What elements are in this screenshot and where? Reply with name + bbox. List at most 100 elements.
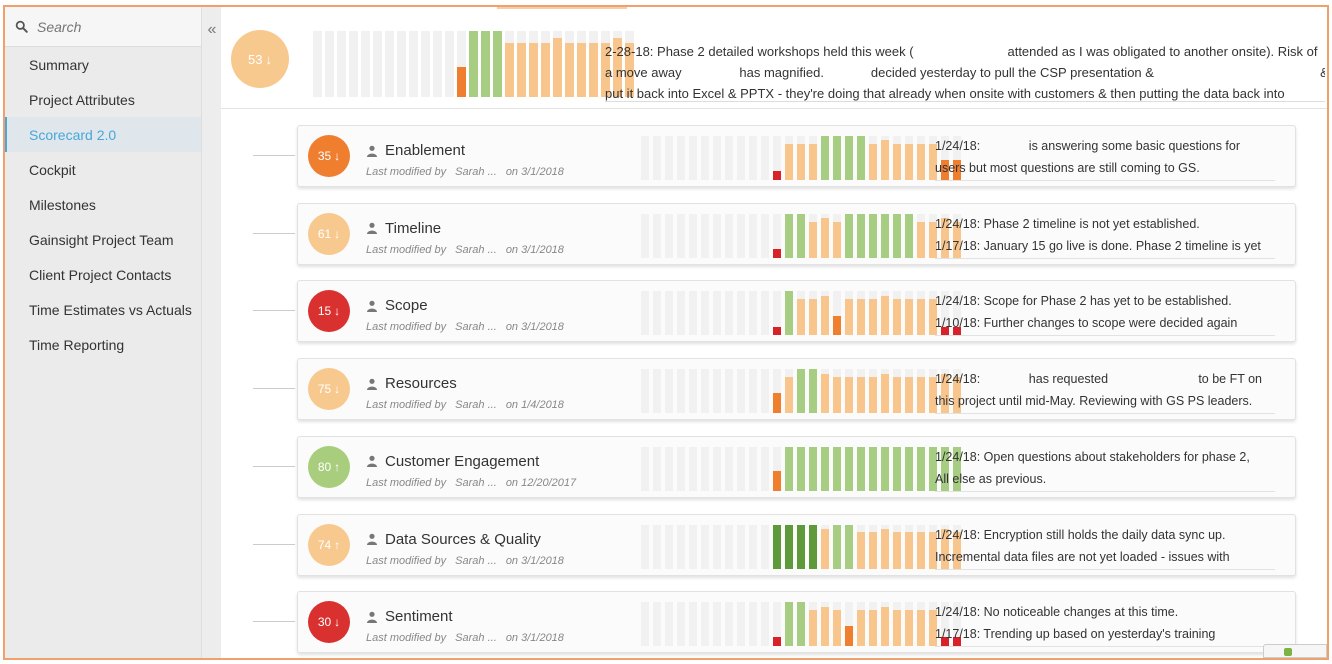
measure-history-bar	[653, 369, 661, 414]
overall-score-badge[interactable]: 53 ↓	[231, 30, 289, 88]
modified-by-user: Sarah ...	[455, 166, 497, 178]
measure-card[interactable]: 74 ↑ Data Sources & Quality Last modified…	[297, 513, 1296, 576]
measure-score-badge[interactable]: 61 ↓	[308, 212, 350, 255]
measure-meta: Last modified by Sarah ... on 1/4/2018	[366, 399, 570, 411]
score-value: 80	[317, 459, 332, 474]
measure-title[interactable]: Timeline	[366, 220, 441, 237]
sidebar-item-project-attributes[interactable]: Project Attributes	[29, 91, 135, 108]
measure-comment[interactable]: 1/24/18: Phase 2 timeline is not yet est…	[935, 213, 1285, 257]
measure-title[interactable]: Scope	[366, 297, 428, 314]
measure-comment-line: this project until mid-May. Reviewing wi…	[935, 394, 1253, 409]
measure-history-bar	[929, 524, 937, 569]
search-input[interactable]	[37, 18, 177, 35]
measure-card[interactable]: 80 ↑ Customer Engagement Last modified by…	[297, 435, 1296, 498]
score-value: 15	[317, 304, 332, 319]
measure-history-bar	[701, 291, 709, 336]
sidebar-item-gainsight-project-team[interactable]: Gainsight Project Team	[29, 231, 174, 248]
measure-comment[interactable]: 1/24/18: is answering some basic questio…	[935, 135, 1285, 179]
measure-meta: Last modified by Sarah ... on 3/1/2018	[366, 632, 570, 644]
overall-history-bar	[313, 31, 322, 97]
modified-by-user: Sarah ...	[455, 476, 497, 489]
measure-history-bar	[893, 524, 901, 569]
sidebar-item-summary[interactable]: Summary	[29, 56, 89, 73]
measure-history-bar	[641, 291, 649, 336]
measure-comment[interactable]: 1/24/18: Open questions about stakeholde…	[935, 446, 1285, 490]
measure-score-badge[interactable]: 30 ↓	[308, 601, 350, 644]
measure-history-bar	[677, 213, 685, 258]
measure-history-bar	[689, 291, 697, 336]
modified-by-label: Last modified by	[366, 166, 447, 178]
tree-connector	[253, 465, 295, 467]
measure-comment[interactable]: 1/24/18: No noticeable changes at this t…	[935, 601, 1285, 645]
measure-history-bar	[761, 446, 769, 491]
measure-history-bar	[773, 291, 781, 336]
trend-down-icon: ↓	[334, 382, 341, 397]
measure-title[interactable]: Customer Engagement	[366, 453, 539, 470]
measure-history-bar	[737, 602, 745, 647]
measure-history-bar	[809, 446, 817, 491]
measure-row-data-sources-quality: 74 ↑ Data Sources & Quality Last modified…	[221, 513, 1327, 576]
sidebar: Summary Project Attributes Scorecard 2.0 Co…	[5, 7, 201, 658]
measure-history-bar	[677, 136, 685, 180]
comment-underline	[935, 646, 1275, 648]
sidebar-item-milestones[interactable]: Milestones	[29, 196, 96, 213]
measure-history-bar	[725, 213, 733, 258]
sidebar-item-time-reporting[interactable]: Time Reporting	[29, 336, 125, 353]
measure-history-bar	[905, 136, 913, 180]
measure-title[interactable]: Resources	[366, 375, 457, 392]
overall-history-bar	[577, 31, 586, 97]
collapse-sidebar-icon[interactable]: «	[207, 21, 217, 38]
measure-history-bar	[725, 446, 733, 491]
measure-history-bar	[821, 291, 829, 336]
measure-row-timeline: 61 ↓ Timeline Last modified by Sarah ... …	[221, 202, 1327, 265]
measure-card[interactable]: 75 ↓ Resources Last modified by Sarah ...…	[297, 358, 1296, 421]
measure-comment[interactable]: 1/24/18: has requested to be FT on this p…	[935, 368, 1285, 412]
measure-history-bar	[773, 213, 781, 258]
trend-up-icon: ↑	[334, 459, 341, 474]
measure-score-history	[641, 524, 961, 569]
trend-down-icon: ↓	[334, 304, 341, 319]
measure-history-bar	[689, 213, 697, 258]
measure-title[interactable]: Enablement	[366, 142, 465, 159]
measure-history-bar	[917, 446, 925, 491]
sidebar-item-scorecard-2-0[interactable]: Scorecard 2.0	[5, 117, 201, 152]
person-icon	[366, 455, 378, 468]
measure-history-bar	[833, 369, 841, 414]
measure-history-bar	[761, 136, 769, 180]
overall-comment[interactable]: 2-28-18: Phase 2 detailed workshops held…	[605, 41, 1325, 104]
measure-history-bar	[941, 602, 949, 647]
measure-history-bar	[929, 602, 937, 647]
sidebar-item-time-estimates-vs-actuals[interactable]: Time Estimates vs Actuals	[29, 301, 192, 318]
measure-history-bar	[845, 524, 853, 569]
measure-history-bar	[749, 446, 757, 491]
measure-card[interactable]: 30 ↓ Sentiment Last modified by Sarah ...…	[297, 591, 1296, 654]
measure-comment-line: 1/24/18: is answering some basic questio…	[935, 139, 1241, 153]
search-box[interactable]	[5, 7, 201, 47]
measure-history-bar	[881, 602, 889, 647]
measure-title[interactable]: Sentiment	[366, 608, 453, 625]
measure-comment[interactable]: 1/24/18: Encryption still holds the dail…	[935, 524, 1285, 568]
measure-card[interactable]: 61 ↓ Timeline Last modified by Sarah ... …	[297, 202, 1296, 265]
chat-widget[interactable]	[1263, 644, 1327, 658]
measure-card[interactable]: 35 ↓ Enablement Last modified by Sarah ..…	[297, 125, 1296, 187]
tree-connector	[253, 543, 295, 545]
measure-history-bar	[641, 136, 649, 180]
measure-score-badge[interactable]: 35 ↓	[308, 135, 350, 177]
measure-history-bar	[785, 446, 793, 491]
measure-score-badge[interactable]: 75 ↓	[308, 368, 350, 411]
measure-history-bar	[905, 291, 913, 336]
sidebar-item-client-project-contacts[interactable]: Client Project Contacts	[29, 266, 172, 283]
measure-history-bar	[881, 446, 889, 491]
measure-history-bar	[893, 602, 901, 647]
measure-score-badge[interactable]: 80 ↑	[308, 445, 350, 488]
measure-comment[interactable]: 1/24/18: Scope for Phase 2 has yet to be…	[935, 290, 1285, 334]
measure-history-bar	[809, 136, 817, 180]
modified-date: on 3/1/2018	[505, 632, 564, 645]
measure-card[interactable]: 15 ↓ Scope Last modified by Sarah ... on …	[297, 280, 1296, 343]
measure-score-badge[interactable]: 74 ↑	[308, 523, 350, 566]
overall-comment-line: 2-28-18: Phase 2 detailed workshops held…	[605, 44, 1318, 59]
measure-title[interactable]: Data Sources & Quality	[366, 531, 541, 548]
measure-history-bar	[881, 369, 889, 414]
sidebar-item-cockpit[interactable]: Cockpit	[29, 161, 76, 178]
measure-score-badge[interactable]: 15 ↓	[308, 290, 350, 333]
